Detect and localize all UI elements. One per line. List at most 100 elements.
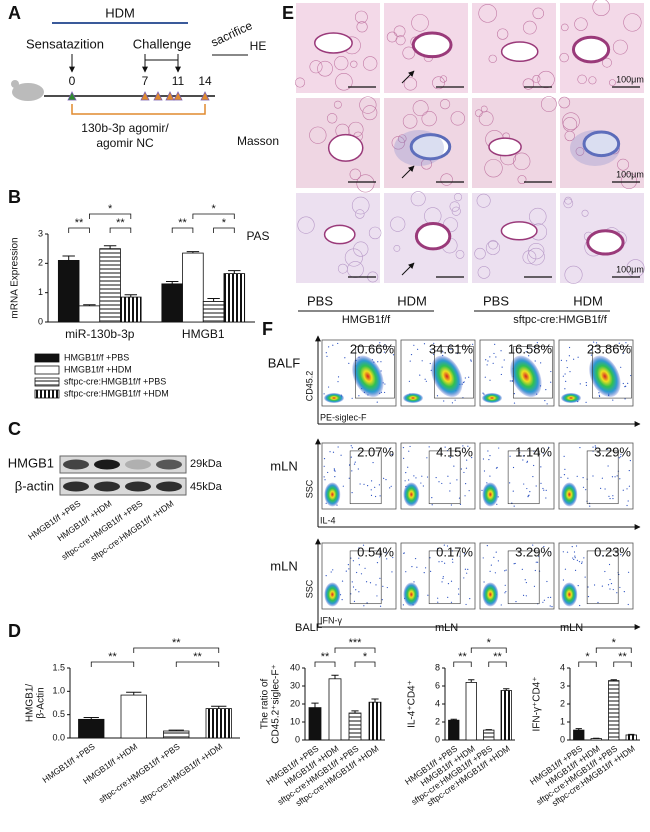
significance-label: ** [116, 217, 125, 229]
event-dot [488, 458, 490, 461]
event-dot [545, 389, 547, 391]
event-dot [526, 460, 529, 462]
event-dot [443, 544, 445, 546]
alveolus [393, 25, 406, 38]
significance-label: ** [321, 651, 330, 663]
event-dot [386, 558, 388, 560]
y-tick-label: 8 [435, 662, 440, 672]
event-dot [372, 461, 374, 464]
density-cluster [561, 482, 578, 507]
event-dot [622, 489, 624, 491]
event-dot [482, 392, 484, 394]
event-dot [560, 476, 562, 478]
event-dot [437, 547, 439, 550]
event-dot [579, 604, 581, 607]
alveolus [397, 134, 407, 143]
event-dot [348, 362, 350, 364]
alveolus [581, 209, 589, 217]
axis-label: IL-4 [320, 515, 336, 525]
event-dot [431, 497, 433, 499]
size-label: 29kDa [190, 458, 223, 470]
event-dot [509, 455, 511, 457]
airway [582, 130, 621, 158]
event-dot [351, 581, 353, 583]
event-dot [545, 489, 547, 491]
event-dot [513, 393, 515, 395]
stain-label: Masson [237, 134, 279, 148]
alveolus [522, 78, 535, 90]
treatment-label: PBS [483, 293, 509, 308]
treatment-label: HDM [573, 293, 603, 308]
alveolus [558, 96, 571, 109]
event-dot [376, 401, 378, 403]
y-tick-label: 3 [560, 680, 565, 690]
bar [120, 296, 142, 323]
axis-label: PE-siglec-F [320, 412, 367, 422]
alveolus [439, 75, 448, 83]
alveolus [522, 250, 537, 265]
event-dot [566, 551, 569, 553]
event-dot [585, 381, 587, 384]
event-dot [493, 352, 495, 355]
event-dot [379, 577, 381, 579]
event-dot [609, 588, 611, 590]
event-dot [504, 570, 506, 572]
legend-swatch [34, 377, 60, 387]
event-dot [584, 576, 586, 578]
event-dot [450, 580, 453, 582]
event-dot [595, 446, 597, 448]
alveolus [537, 70, 555, 89]
event-dot [542, 601, 544, 603]
event-dot [378, 484, 381, 486]
alveolus [294, 77, 306, 88]
event-dot [627, 571, 630, 573]
event-dot [347, 563, 349, 566]
airway [414, 222, 452, 251]
event-dot [370, 489, 372, 491]
panel-label: A [8, 3, 21, 23]
event-dot [526, 487, 528, 490]
legend-swatch [34, 353, 60, 363]
error-bar [124, 294, 138, 298]
event-dot [442, 576, 444, 578]
event-dot [456, 479, 458, 481]
density-cluster [482, 482, 499, 507]
alveolus [532, 74, 541, 83]
event-dot [327, 386, 330, 388]
y-tick-label: 0.5 [52, 709, 65, 719]
event-dot [405, 571, 407, 573]
day-label: 14 [198, 74, 212, 88]
event-dot [528, 494, 530, 496]
band [125, 481, 151, 492]
event-dot [577, 585, 579, 587]
event-dot [421, 475, 423, 477]
legend-label: HMGB1f/f +PBS [64, 352, 129, 362]
event-dot [487, 360, 489, 362]
error-bar [228, 270, 241, 274]
event-dot [500, 350, 502, 352]
event-dot [609, 578, 611, 581]
event-dot [608, 495, 610, 497]
alveolus [450, 111, 465, 126]
event-dot [358, 395, 360, 397]
axis-label: IFN-γ [320, 615, 342, 625]
event-dot [493, 556, 495, 558]
event-dot [595, 342, 598, 344]
event-dot [444, 446, 446, 448]
alveolus [355, 209, 365, 219]
event-dot [344, 357, 346, 359]
event-dot [546, 403, 548, 405]
event-dot [408, 450, 410, 452]
event-dot [457, 588, 460, 590]
bar [205, 708, 232, 739]
pointer-arrow [401, 70, 415, 84]
event-dot [370, 494, 373, 497]
event-dot [433, 342, 435, 345]
dose-marker [165, 91, 175, 101]
alveolus [478, 4, 497, 23]
event-dot [366, 602, 368, 604]
alveolus [608, 79, 616, 87]
event-dot [583, 557, 585, 559]
alveolus [410, 191, 426, 207]
band [63, 481, 89, 492]
